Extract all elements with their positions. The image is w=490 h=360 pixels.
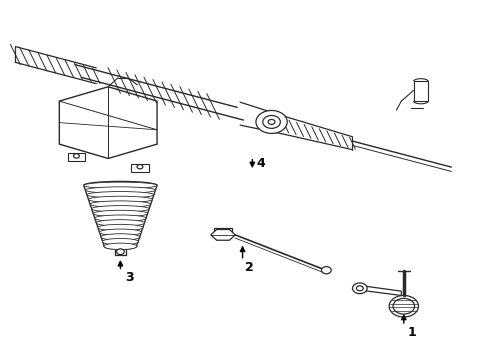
Polygon shape xyxy=(211,229,235,240)
Text: 2: 2 xyxy=(245,261,254,274)
Circle shape xyxy=(117,249,124,255)
Ellipse shape xyxy=(104,243,137,249)
Circle shape xyxy=(137,165,143,169)
Text: 4: 4 xyxy=(256,157,265,170)
Text: 3: 3 xyxy=(125,271,134,284)
Circle shape xyxy=(393,298,415,314)
Ellipse shape xyxy=(92,206,149,212)
Ellipse shape xyxy=(88,196,152,203)
Circle shape xyxy=(256,111,287,134)
Polygon shape xyxy=(214,228,232,235)
Ellipse shape xyxy=(87,192,154,198)
Polygon shape xyxy=(59,87,157,158)
Ellipse shape xyxy=(90,201,151,207)
Polygon shape xyxy=(414,81,428,101)
Ellipse shape xyxy=(102,238,139,245)
FancyBboxPatch shape xyxy=(68,153,85,161)
FancyBboxPatch shape xyxy=(131,164,149,172)
Circle shape xyxy=(389,296,418,317)
Ellipse shape xyxy=(95,215,146,221)
Ellipse shape xyxy=(84,182,157,189)
Ellipse shape xyxy=(93,210,148,217)
Circle shape xyxy=(268,120,275,125)
Polygon shape xyxy=(362,286,401,296)
Text: 1: 1 xyxy=(408,326,416,339)
Ellipse shape xyxy=(85,187,155,193)
Ellipse shape xyxy=(101,234,140,240)
Ellipse shape xyxy=(96,220,145,226)
Ellipse shape xyxy=(98,224,143,231)
Circle shape xyxy=(263,116,280,129)
Circle shape xyxy=(321,267,331,274)
Circle shape xyxy=(74,154,79,158)
Circle shape xyxy=(356,286,363,291)
Ellipse shape xyxy=(99,229,142,235)
Circle shape xyxy=(352,283,367,294)
